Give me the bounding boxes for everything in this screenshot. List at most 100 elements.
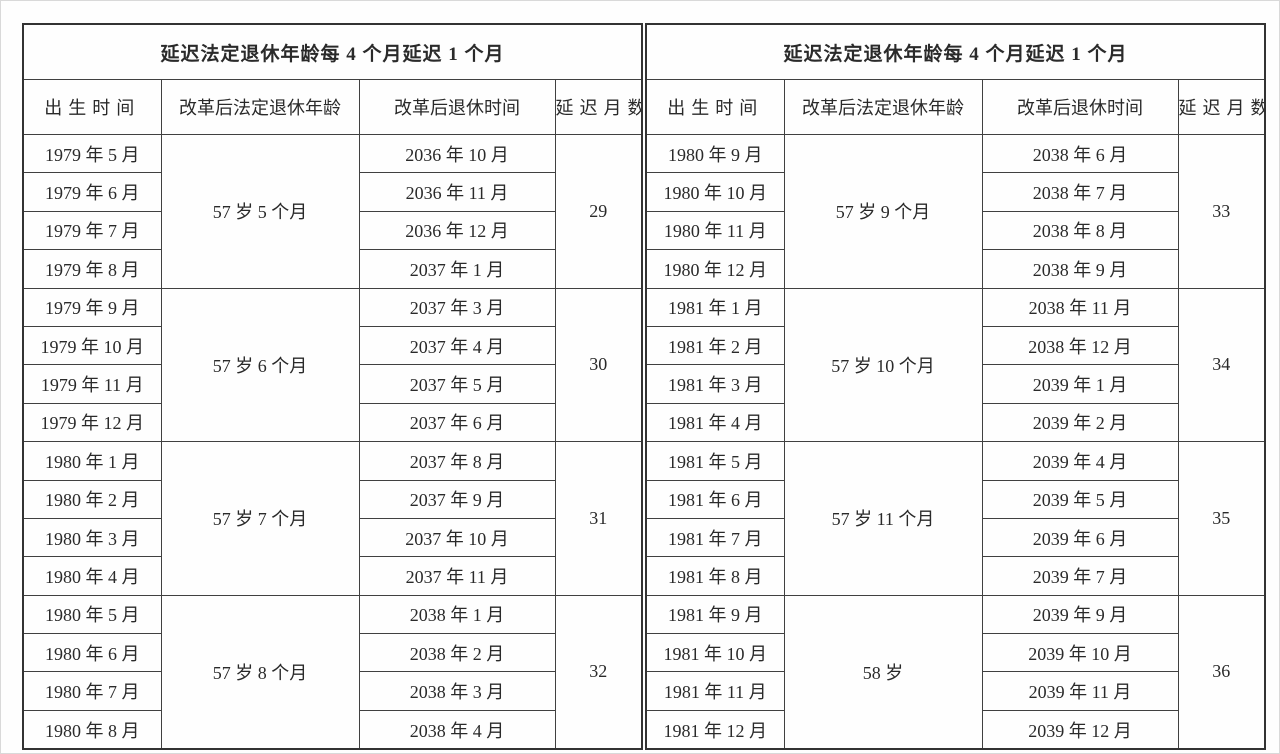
retire-month-cell: 2037 年 9 月 bbox=[358, 479, 556, 519]
retire-month-cell: 2039 年 11 月 bbox=[981, 671, 1179, 711]
birth-month-cell: 1980 年 6 月 bbox=[22, 633, 162, 673]
table-row: 1981 年 5 月 57 岁 11 个月 2039 年 4 月 35 bbox=[645, 441, 1266, 596]
retire-month-cell: 2039 年 12 月 bbox=[981, 709, 1179, 750]
table-row: 1981 年 9 月 58 岁 2039 年 9 月 36 bbox=[645, 594, 1266, 750]
col-header-legal-retirement-age: 改革后法定退休年龄 bbox=[783, 79, 983, 135]
birth-month-cell: 1981 年 9 月 bbox=[645, 594, 785, 635]
birth-month-cell: 1981 年 11 月 bbox=[645, 671, 785, 711]
table-title-row: 延迟法定退休年龄每 4 个月延迟 1 个月 bbox=[645, 23, 1266, 80]
table-row: 1980 年 7 月 2038 年 3 月 bbox=[22, 671, 642, 711]
retire-month-cell: 2038 年 2 月 bbox=[358, 633, 556, 673]
birth-month-cell: 1981 年 10 月 bbox=[645, 633, 785, 673]
birth-month-cell: 1980 年 8 月 bbox=[22, 709, 162, 750]
table-row: 1981 年 10 月 2039 年 10 月 bbox=[645, 633, 1265, 673]
col-header-retirement-date: 改革后退休时间 bbox=[981, 79, 1179, 135]
retire-month-cell: 2039 年 4 月 bbox=[981, 441, 1179, 481]
retire-month-cell: 2038 年 1 月 bbox=[358, 594, 556, 635]
retire-month-cell: 2037 年 4 月 bbox=[358, 325, 556, 366]
table-row: 1981 年 1 月 57 岁 10 个月 2038 年 11 月 34 bbox=[645, 287, 1266, 443]
retirement-age-cell: 58 岁 bbox=[783, 594, 983, 750]
delay-months-cell: 35 bbox=[1177, 441, 1266, 596]
birth-month-cell: 1980 年 1 月 bbox=[22, 441, 162, 481]
table-row: 1981 年 7 月 2039 年 6 月 bbox=[645, 517, 1265, 558]
retire-month-cell: 2039 年 2 月 bbox=[981, 402, 1179, 443]
retire-month-cell: 2038 年 4 月 bbox=[358, 709, 556, 750]
table-row: 1979 年 11 月 2037 年 5 月 bbox=[22, 364, 642, 404]
delay-months-cell: 32 bbox=[554, 594, 643, 750]
birth-month-cell: 1979 年 12 月 bbox=[22, 402, 162, 443]
table-title-row: 延迟法定退休年龄每 4 个月延迟 1 个月 bbox=[22, 23, 643, 80]
retire-month-cell: 2038 年 7 月 bbox=[981, 172, 1179, 212]
birth-month-cell: 1981 年 8 月 bbox=[645, 556, 785, 596]
table-row: 1980 年 2 月 2037 年 9 月 bbox=[22, 479, 642, 519]
retire-month-cell: 2039 年 6 月 bbox=[981, 517, 1179, 558]
birth-month-cell: 1980 年 4 月 bbox=[22, 556, 162, 596]
birth-month-cell: 1980 年 5 月 bbox=[22, 594, 162, 635]
table-row: 1979 年 6 月 2036 年 11 月 bbox=[22, 172, 642, 212]
delay-months-cell: 34 bbox=[1177, 287, 1266, 443]
retire-month-cell: 2039 年 7 月 bbox=[981, 556, 1179, 596]
retire-month-cell: 2038 年 8 月 bbox=[981, 210, 1179, 251]
table-row: 1981 年 3 月 2039 年 1 月 bbox=[645, 364, 1265, 404]
table-row: 1981 年 12 月 2039 年 12 月 bbox=[645, 709, 1265, 750]
table-row: 1980 年 11 月 2038 年 8 月 bbox=[645, 210, 1265, 251]
table-row: 1979 年 10 月 2037 年 4 月 bbox=[22, 325, 642, 366]
birth-month-cell: 1981 年 12 月 bbox=[645, 709, 785, 750]
birth-month-cell: 1980 年 7 月 bbox=[22, 671, 162, 711]
retirement-table-left: 延迟法定退休年龄每 4 个月延迟 1 个月 出生时间 改革后法定退休年龄 改革后… bbox=[22, 23, 644, 751]
birth-month-cell: 1979 年 9 月 bbox=[22, 287, 162, 327]
table-row: 1980 年 8 月 2038 年 4 月 bbox=[22, 709, 642, 750]
delay-months-cell: 29 bbox=[554, 134, 643, 289]
retire-month-cell: 2037 年 3 月 bbox=[358, 287, 556, 327]
birth-month-cell: 1979 年 5 月 bbox=[22, 133, 162, 174]
retire-month-cell: 2036 年 12 月 bbox=[358, 210, 556, 251]
birth-month-cell: 1981 年 6 月 bbox=[645, 479, 785, 519]
birth-month-cell: 1980 年 3 月 bbox=[22, 517, 162, 558]
col-header-birth-date: 出生时间 bbox=[22, 79, 162, 135]
col-header-legal-retirement-age: 改革后法定退休年龄 bbox=[160, 79, 360, 135]
column-header-row: 出生时间 改革后法定退休年龄 改革后退休时间 延迟月数 bbox=[22, 79, 643, 135]
retire-month-cell: 2038 年 11 月 bbox=[981, 287, 1179, 327]
retirement-age-cell: 57 岁 5 个月 bbox=[160, 134, 360, 289]
table-row: 1980 年 12 月 2038 年 9 月 bbox=[645, 249, 1265, 289]
birth-month-cell: 1979 年 6 月 bbox=[22, 172, 162, 212]
birth-month-cell: 1979 年 10 月 bbox=[22, 325, 162, 366]
table-row: 1980 年 10 月 2038 年 7 月 bbox=[645, 172, 1265, 212]
retire-month-cell: 2037 年 11 月 bbox=[358, 556, 556, 596]
birth-month-cell: 1981 年 1 月 bbox=[645, 287, 785, 327]
table-row: 1980 年 9 月 57 岁 9 个月 2038 年 6 月 33 bbox=[645, 133, 1266, 289]
delay-months-cell: 33 bbox=[1177, 134, 1266, 289]
column-header-row: 出生时间 改革后法定退休年龄 改革后退休时间 延迟月数 bbox=[645, 79, 1266, 135]
birth-month-cell: 1979 年 7 月 bbox=[22, 210, 162, 251]
birth-month-cell: 1980 年 10 月 bbox=[645, 172, 785, 212]
retire-month-cell: 2039 年 1 月 bbox=[981, 364, 1179, 404]
retire-month-cell: 2036 年 10 月 bbox=[358, 133, 556, 174]
birth-month-cell: 1980 年 12 月 bbox=[645, 249, 785, 289]
retire-month-cell: 2037 年 5 月 bbox=[358, 364, 556, 404]
birth-month-cell: 1981 年 7 月 bbox=[645, 517, 785, 558]
col-header-delay-months: 延迟月数 bbox=[554, 79, 643, 135]
birth-month-cell: 1980 年 9 月 bbox=[645, 133, 785, 174]
retirement-age-cell: 57 岁 7 个月 bbox=[160, 441, 360, 596]
table-row: 1979 年 12 月 2037 年 6 月 bbox=[22, 402, 642, 443]
retirement-age-cell: 57 岁 11 个月 bbox=[783, 441, 983, 596]
table-row: 1979 年 5 月 57 岁 5 个月 2036 年 10 月 29 bbox=[22, 133, 643, 289]
delay-months-cell: 31 bbox=[554, 441, 643, 596]
table-title: 延迟法定退休年龄每 4 个月延迟 1 个月 bbox=[22, 23, 643, 80]
retirement-age-cell: 57 岁 10 个月 bbox=[783, 287, 983, 443]
birth-month-cell: 1981 年 2 月 bbox=[645, 325, 785, 366]
retire-month-cell: 2037 年 6 月 bbox=[358, 402, 556, 443]
retire-month-cell: 2039 年 10 月 bbox=[981, 633, 1179, 673]
retirement-age-cell: 57 岁 9 个月 bbox=[783, 134, 983, 289]
retire-month-cell: 2038 年 3 月 bbox=[358, 671, 556, 711]
birth-month-cell: 1981 年 5 月 bbox=[645, 441, 785, 481]
retirement-tables-container: 延迟法定退休年龄每 4 个月延迟 1 个月 出生时间 改革后法定退休年龄 改革后… bbox=[22, 23, 1267, 751]
col-header-delay-months: 延迟月数 bbox=[1177, 79, 1266, 135]
table-row: 1980 年 1 月 57 岁 7 个月 2037 年 8 月 31 bbox=[22, 441, 643, 596]
table-row: 1980 年 3 月 2037 年 10 月 bbox=[22, 517, 642, 558]
retire-month-cell: 2039 年 5 月 bbox=[981, 479, 1179, 519]
retire-month-cell: 2037 年 10 月 bbox=[358, 517, 556, 558]
retirement-table-right: 延迟法定退休年龄每 4 个月延迟 1 个月 出生时间 改革后法定退休年龄 改革后… bbox=[645, 23, 1267, 751]
retire-month-cell: 2036 年 11 月 bbox=[358, 172, 556, 212]
birth-month-cell: 1981 年 3 月 bbox=[645, 364, 785, 404]
